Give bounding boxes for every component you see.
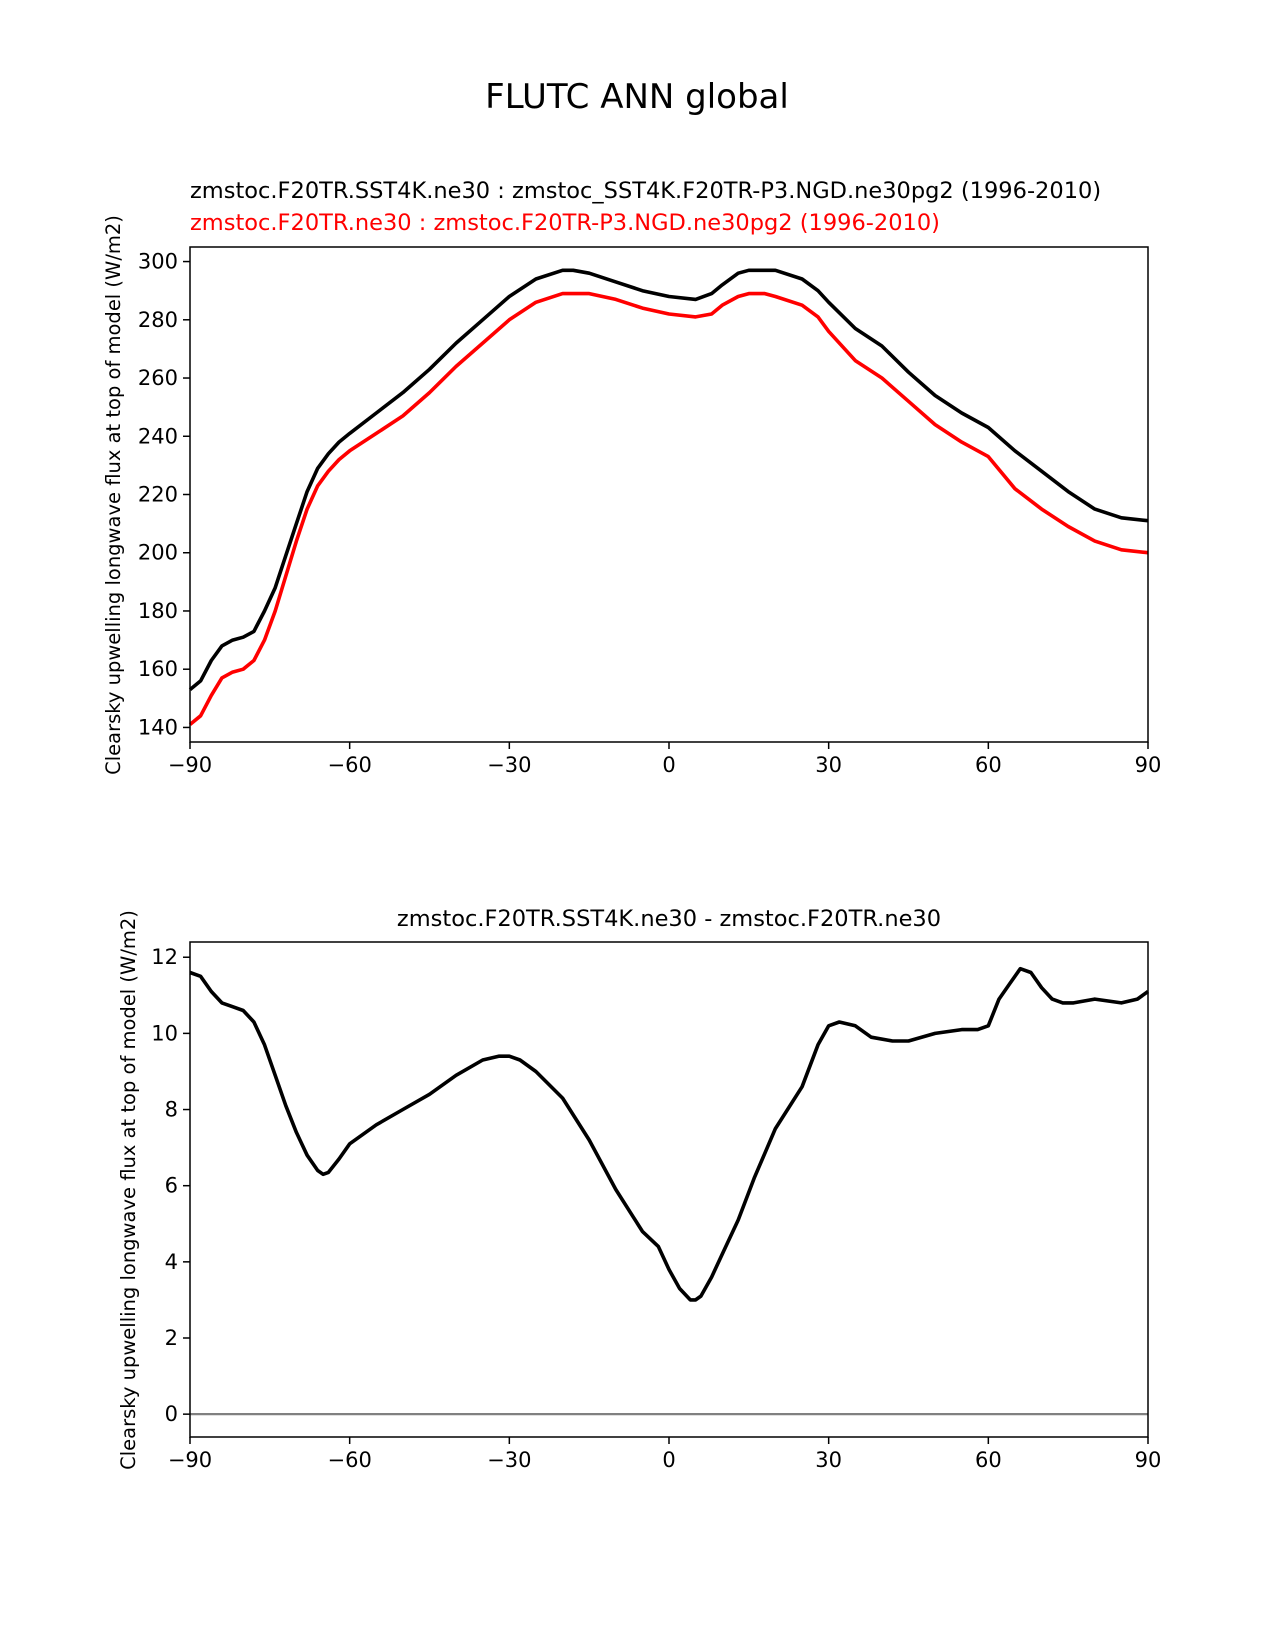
- bottom-axes-frame: [189, 941, 1149, 1438]
- top-y-tick-label: 260: [138, 366, 178, 390]
- bottom-y-tick-label: 10: [151, 1021, 178, 1045]
- top-x-tick-label: 60: [975, 753, 1002, 777]
- top-y-tick-label: 160: [138, 657, 178, 681]
- bottom-series-difference: [189, 966, 1150, 1302]
- top-x-tick-label: 0: [662, 753, 675, 777]
- top-y-tick-label: 220: [138, 483, 178, 507]
- top-axes-frame: [189, 246, 1149, 743]
- top-y-axis-label: Clearsky upwelling longwave flux at top …: [102, 215, 125, 775]
- bottom-y-axis-label: Clearsky upwelling longwave flux at top …: [117, 910, 140, 1470]
- top-y-tick-label: 240: [138, 424, 178, 448]
- top-y-tick-label: 200: [138, 541, 178, 565]
- bottom-x-tick-label: 60: [975, 1448, 1002, 1472]
- top-x-tick-label: −60: [328, 753, 372, 777]
- bottom-x-tick-label: 0: [662, 1448, 675, 1472]
- bottom-x-tick-label: −90: [168, 1448, 212, 1472]
- bottom-y-tick-label: 0: [165, 1402, 178, 1426]
- figure-title: FLUTC ANN global: [485, 77, 789, 117]
- bottom-y-tick-label: 4: [165, 1250, 178, 1274]
- bottom-panel: zmstoc.F20TR.SST4K.ne30 - zmstoc.F20TR.n…: [117, 906, 1161, 1472]
- bottom-x-tick-label: −30: [487, 1448, 531, 1472]
- bottom-y-tick-label: 12: [151, 945, 178, 969]
- bottom-plot-area: [189, 966, 1150, 1416]
- bottom-x-tick-label: −60: [328, 1448, 372, 1472]
- top-plot-area: [188, 268, 1149, 726]
- top-title-test: zmstoc.F20TR.SST4K.ne30 : zmstoc_SST4K.F…: [190, 178, 1101, 204]
- top-panel: zmstoc.F20TR.SST4K.ne30 : zmstoc_SST4K.F…: [102, 178, 1161, 777]
- bottom-y-tick-label: 2: [165, 1326, 178, 1350]
- top-y-tick-label: 280: [138, 308, 178, 332]
- bottom-y-tick-label: 6: [165, 1174, 178, 1198]
- top-y-tick-label: 180: [138, 599, 178, 623]
- top-x-tick-label: −30: [487, 753, 531, 777]
- bottom-title: zmstoc.F20TR.SST4K.ne30 - zmstoc.F20TR.n…: [397, 906, 941, 932]
- bottom-x-tick-label: 90: [1135, 1448, 1162, 1472]
- top-series-test: [188, 268, 1149, 691]
- top-y-tick-label: 140: [138, 715, 178, 739]
- bottom-y-tick-label: 8: [165, 1098, 178, 1122]
- bottom-axes-ticks: −90 −60 −30 0 30 60 90 0 2 4 6 8 10 12: [151, 945, 1161, 1472]
- bottom-x-tick-label: 30: [815, 1448, 842, 1472]
- top-title-reference: zmstoc.F20TR.ne30 : zmstoc.F20TR-P3.NGD.…: [190, 210, 940, 236]
- top-x-tick-label: 30: [815, 753, 842, 777]
- top-x-tick-label: 90: [1135, 753, 1162, 777]
- top-x-tick-label: −90: [168, 753, 212, 777]
- top-series-reference: [188, 291, 1149, 726]
- top-axes-ticks: −90 −60 −30 0 30 60 90 140 160 180 200 220 240 260 280…: [138, 250, 1161, 777]
- top-y-tick-label: 300: [138, 250, 178, 274]
